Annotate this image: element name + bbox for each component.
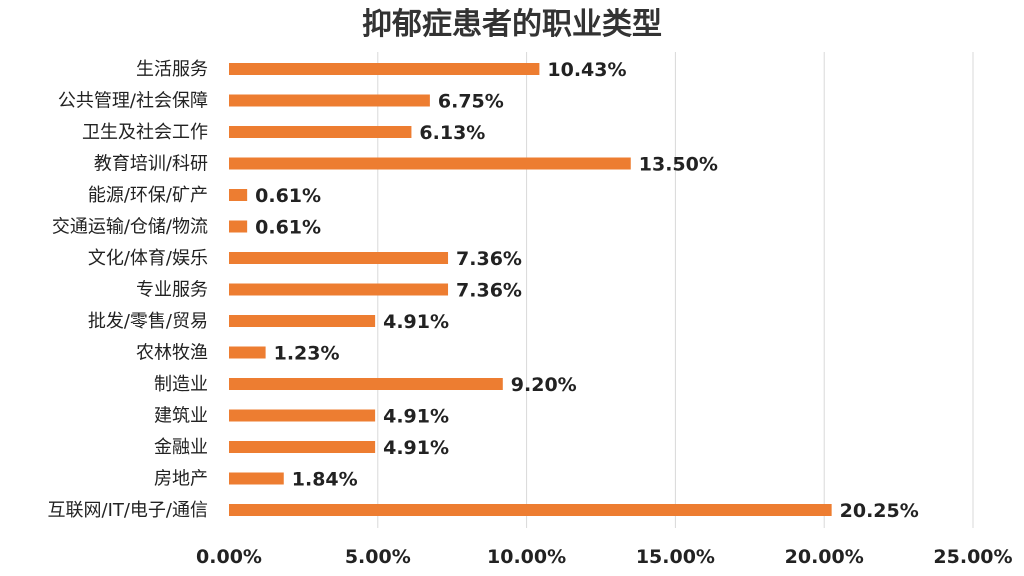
data-label: 1.84% — [292, 469, 358, 491]
category-label: 公共管理/社会保障 — [58, 91, 208, 112]
bar — [229, 315, 376, 327]
bar — [229, 378, 503, 390]
data-label: 4.91% — [383, 311, 449, 333]
category-label: 能源/环保/矿产 — [88, 185, 208, 206]
category-label: 专业服务 — [136, 280, 208, 301]
data-label: 10.43% — [547, 59, 626, 81]
bar — [229, 189, 248, 201]
category-label: 金融业 — [154, 437, 208, 458]
x-tick-label: 0.00% — [196, 546, 262, 568]
x-tick-label: 15.00% — [636, 546, 715, 568]
x-tick-label: 10.00% — [487, 546, 566, 568]
bar — [229, 157, 631, 170]
bar — [229, 94, 430, 107]
bar — [229, 283, 449, 296]
data-label: 1.23% — [274, 343, 340, 365]
category-label: 教育培训/科研 — [94, 154, 208, 175]
data-label: 20.25% — [840, 500, 919, 522]
category-label: 交通运输/仓储/物流 — [52, 217, 208, 238]
bar — [229, 346, 266, 359]
bar — [229, 409, 376, 422]
x-axis-ticks: 0.00% 5.00% 10.00% 15.00% 20.00% 25.00% — [196, 546, 1013, 568]
data-label: 7.36% — [456, 280, 522, 302]
category-label: 制造业 — [154, 374, 208, 395]
gridlines — [377, 52, 974, 528]
data-label: 0.61% — [255, 217, 321, 239]
bars: 生活服务 10.43% 公共管理/社会保障 6.75% 卫生及社会工作 6.13% 教育培训… — [48, 59, 919, 522]
category-label: 文化/体育/娱乐 — [88, 248, 208, 269]
data-label: 13.50% — [639, 154, 718, 176]
x-tick-label: 5.00% — [345, 546, 411, 568]
bar — [229, 252, 449, 264]
data-label: 7.36% — [456, 248, 522, 270]
bar — [229, 472, 284, 485]
bar — [229, 441, 376, 453]
category-label: 互联网/IT/电子/通信 — [48, 500, 209, 521]
category-label: 生活服务 — [136, 59, 208, 80]
x-tick-label: 25.00% — [933, 546, 1012, 568]
bar — [229, 126, 412, 138]
data-label: 6.75% — [438, 91, 504, 113]
category-label: 批发/零售/贸易 — [88, 311, 208, 332]
data-label: 9.20% — [511, 374, 577, 396]
category-label: 卫生及社会工作 — [82, 122, 208, 143]
bar — [229, 220, 248, 233]
x-tick-label: 20.00% — [785, 546, 864, 568]
data-label: 4.91% — [383, 437, 449, 459]
category-label: 农林牧渔 — [136, 343, 208, 364]
data-label: 0.61% — [255, 185, 321, 207]
bar — [229, 63, 540, 75]
bar — [229, 504, 832, 516]
chart-title: 抑郁症患者的职业类型 — [362, 7, 662, 42]
data-label: 6.13% — [419, 122, 485, 144]
category-label: 建筑业 — [154, 406, 208, 427]
category-label: 房地产 — [154, 469, 208, 490]
data-label: 4.91% — [383, 406, 449, 428]
